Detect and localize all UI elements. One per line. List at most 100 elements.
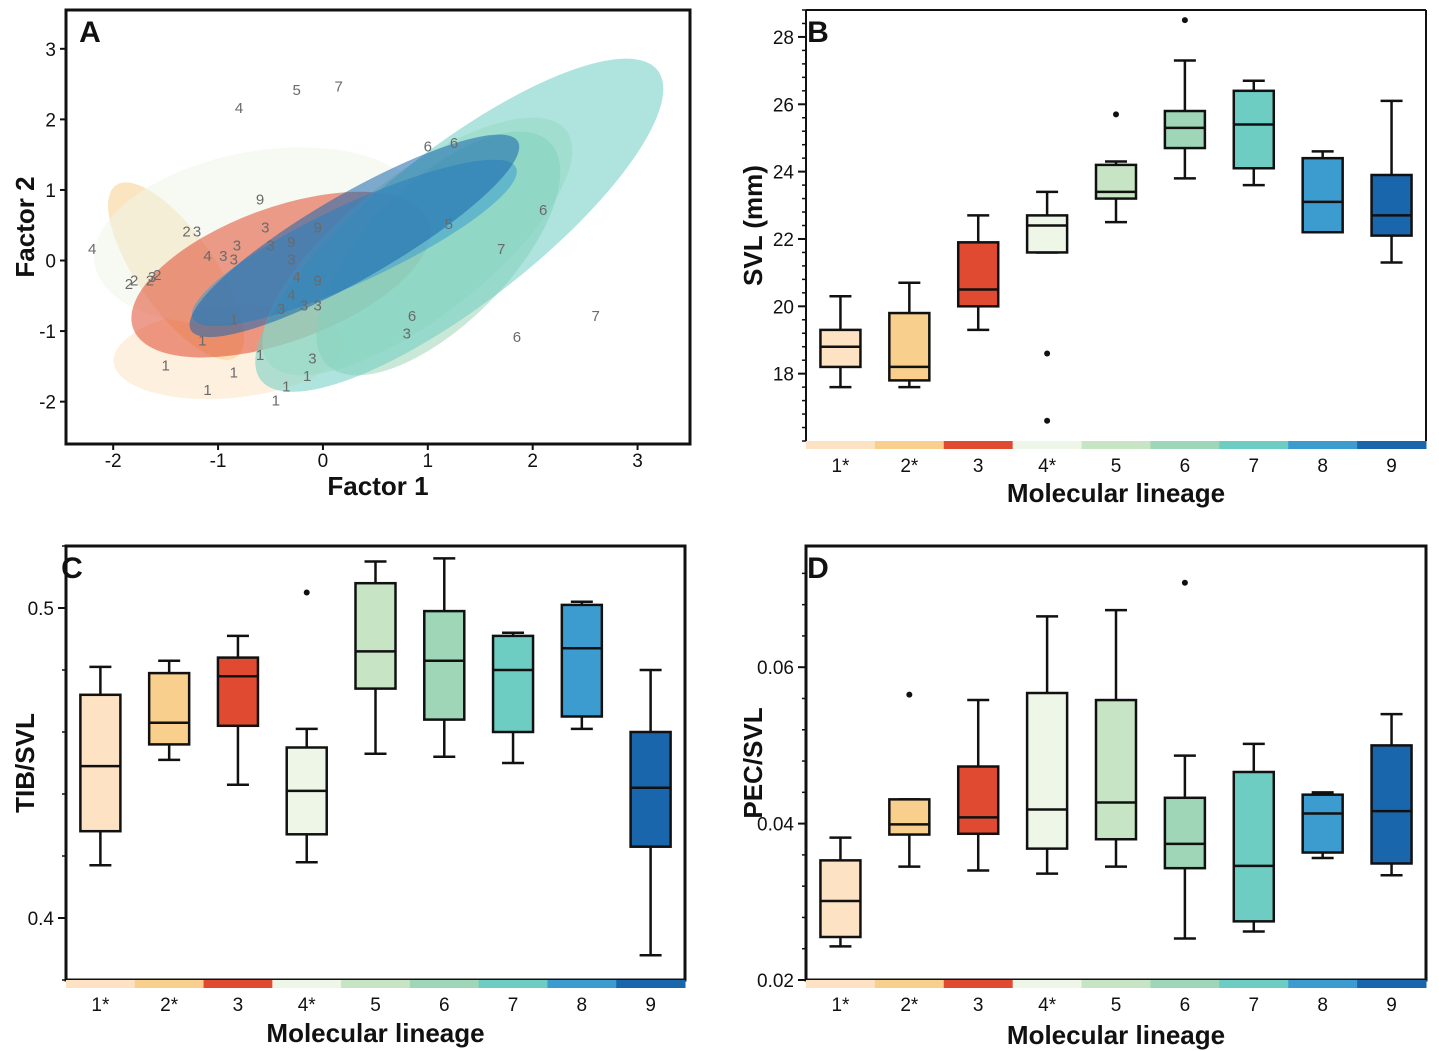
box-lineage-8: [560, 603, 604, 718]
outlier-point: [303, 589, 310, 596]
x-tick-label: 9: [1386, 456, 1397, 477]
x-tick-label: 1*: [831, 456, 850, 477]
y-tick-label: 20: [773, 297, 794, 318]
scatter-point-label: 5: [445, 216, 453, 233]
x-tick-label: 1*: [831, 995, 850, 1016]
lineage-color-strip: [1288, 980, 1358, 988]
scatter-point-label: 9: [314, 273, 322, 290]
box-lineage-5: [1094, 698, 1138, 841]
scatter-point-label: 9: [256, 192, 264, 209]
x-tick-label: 7: [1248, 456, 1259, 477]
x-tick-label: 2*: [900, 456, 919, 477]
x-tick-label: 0: [318, 451, 329, 472]
x-tick-label: 3: [233, 995, 244, 1016]
lineage-color-strip: [806, 980, 876, 988]
lineage-color-strip: [341, 980, 411, 988]
x-tick-label: 7: [1248, 995, 1259, 1016]
panel-label: A: [79, 16, 101, 49]
lineage-color-strip: [409, 980, 480, 988]
box-lineage-1: [819, 328, 862, 369]
scatter-point-label: 7: [591, 308, 599, 325]
lineage-color-strip: [547, 980, 617, 988]
scatter-point-label: 3: [300, 297, 308, 314]
x-axis-label: Factor 1: [327, 471, 428, 501]
x-tick-label: 9: [1386, 995, 1397, 1016]
x-tick-label: 2*: [160, 995, 179, 1016]
x-tick-label: 5: [1111, 995, 1122, 1016]
y-tick-label: 1: [45, 181, 56, 202]
x-axis-label: Molecular lineage: [1007, 478, 1225, 508]
scatter-point-label: 6: [408, 308, 416, 325]
y-tick-label: 0.04: [757, 815, 794, 836]
y-axis-label: Factor 2: [10, 176, 40, 277]
scatter-point-label: 4: [88, 241, 96, 258]
x-tick-label: 7: [508, 995, 519, 1016]
x-tick-label: 5: [370, 995, 381, 1016]
x-tick-label: 2*: [900, 995, 919, 1016]
box-lineage-2: [147, 671, 191, 746]
y-tick-label: 18: [773, 365, 794, 386]
box-lineage-7: [1232, 770, 1276, 923]
lineage-color-strip: [134, 980, 205, 988]
scatter-point-label: 5: [293, 82, 301, 99]
x-tick-label: 9: [645, 995, 656, 1016]
box-lineage-9: [1370, 173, 1413, 237]
scatter-point-label: 1: [230, 364, 238, 381]
scatter-point-label: 3: [403, 326, 411, 343]
box-lineage-8: [1301, 793, 1344, 854]
panel-label: C: [61, 552, 83, 585]
box-lineage-7: [491, 634, 535, 734]
x-tick-label: 8: [1317, 456, 1328, 477]
box-lineage-4: [1025, 691, 1069, 850]
y-tick-label: 3: [45, 40, 56, 61]
box-lineage-4: [1025, 214, 1069, 254]
x-tick-label: 1*: [91, 995, 110, 1016]
scatter-point-label: 6: [450, 135, 458, 152]
x-tick-label: 4*: [1038, 995, 1057, 1016]
y-tick-label: 22: [773, 230, 794, 251]
lineage-color-strip: [1081, 441, 1151, 449]
outlier-point: [1044, 350, 1051, 357]
x-tick-label: 6: [439, 995, 450, 1016]
lineage-color-strip: [874, 441, 945, 449]
scatter-point-label: 4: [293, 269, 301, 286]
y-axis-label: PEC/SVL: [738, 707, 768, 818]
box-lineage-6: [1163, 796, 1207, 870]
x-tick-label: 8: [1317, 995, 1328, 1016]
y-tick-label: -1: [39, 322, 56, 343]
y-tick-label: 0.06: [757, 658, 794, 679]
lineage-color-strip: [1219, 441, 1289, 449]
scatter-point-label: 1: [203, 382, 211, 399]
x-tick-label: 3: [632, 451, 643, 472]
y-tick-label: 28: [773, 28, 794, 49]
lineage-color-strip: [943, 980, 1014, 988]
scatter-point-label: 1: [256, 347, 264, 364]
x-tick-label: -1: [210, 451, 227, 472]
scatter-point-label: 4: [203, 248, 211, 265]
lineage-color-strip: [1012, 441, 1083, 449]
scatter-point-label: 4: [235, 100, 243, 117]
scatter-point-label: 3: [314, 297, 322, 314]
box-lineage-9: [1370, 744, 1413, 865]
panel-label: B: [807, 16, 829, 49]
box-lineage-7: [1232, 89, 1276, 170]
scatter-point-label: 2: [153, 267, 161, 284]
x-tick-label: 6: [1180, 995, 1191, 1016]
lineage-color-strip: [1357, 441, 1427, 449]
x-axis-label: Molecular lineage: [266, 1018, 484, 1048]
scatter-point-label: 4: [287, 287, 295, 304]
lineage-color-strip: [1288, 441, 1358, 449]
lineage-color-strip: [1081, 980, 1151, 988]
y-axis-label: SVL (mm): [738, 165, 768, 286]
x-tick-label: 3: [973, 456, 984, 477]
scatter-point-label: 3: [193, 223, 201, 240]
lineage-color-strip: [1357, 980, 1427, 988]
panel-label: D: [807, 552, 829, 585]
x-tick-label: 8: [577, 995, 588, 1016]
lineage-color-strip: [478, 980, 548, 988]
box-lineage-3: [956, 765, 1000, 836]
y-tick-label: -2: [39, 393, 56, 414]
scatter-point-label: 1: [303, 368, 311, 385]
x-tick-label: 6: [1180, 456, 1191, 477]
